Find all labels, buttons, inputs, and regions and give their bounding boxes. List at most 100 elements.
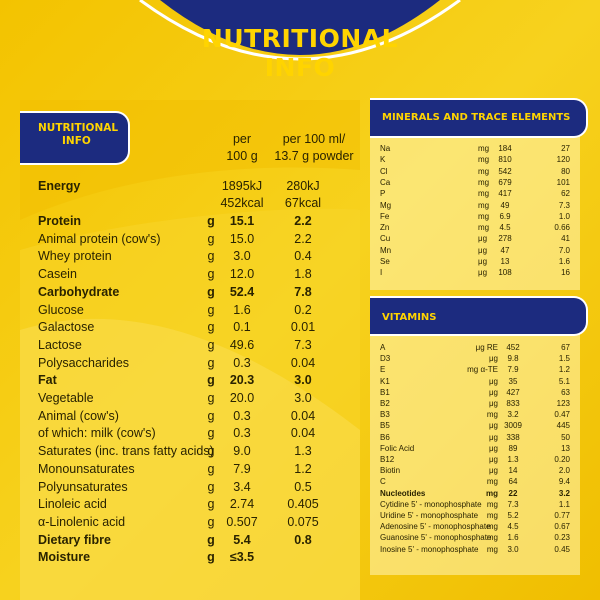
nutrient-value-100ml: 0.04 [290,355,316,370]
energy-100g: 1895kJ 452kcal [214,178,270,212]
mineral-value-100ml: 1.6 [558,257,570,266]
nutrient-value-100g: 0.3 [233,355,251,370]
nutrient-value-100g: 0.507 [226,514,258,529]
vitamin-value-100g: 4.5 [507,522,519,532]
energy-label: Energy [38,179,81,193]
vitamin-name: B2 [380,399,390,408]
mineral-value-100g: 542 [498,166,512,176]
mineral-name: Mg [380,200,392,210]
nutrient-unit: g [207,214,215,228]
mineral-value-100g: 49 [500,200,510,210]
vitamin-name: B12 [380,455,395,464]
nutrient-value-100g: 0.3 [233,426,251,441]
minerals-title: MINERALS AND TRACE ELEMENTS [382,112,571,123]
vitamin-name: Nucleotides [380,488,426,498]
nutrient-label: Polysaccharides [38,355,130,370]
nutrient-label: Animal (cow's) [38,408,119,423]
vitamin-name: B6 [380,432,390,442]
mineral-row: Zn mg 4.5 0.66 [380,223,575,233]
mineral-unit: mg [478,223,490,233]
vitamin-row: D3 μg 9.8 1.5 [380,354,575,364]
vitamin-value-100ml: 5.1 [558,376,570,386]
page-title: NUTRITIONAL INFO [180,24,420,82]
mineral-name: Cl [380,166,388,176]
nutrient-value-100ml: 1.2 [294,461,312,476]
nutrient-label: Galactose [38,320,95,335]
nutrient-unit: g [207,461,215,476]
nutrient-value-100g: ≤3.5 [229,550,255,565]
nutrient-row: Linoleic acid g 2.74 0.405 [0,496,330,513]
vitamin-value-100ml: 0.45 [554,544,570,554]
column-header-per-100ml-line2: 13.7 g powder [274,149,354,163]
mineral-row: Fe mg 6.9 1.0 [380,212,575,222]
nutrient-value-100g: 52.4 [229,284,255,299]
nutrient-value-100ml: 0.8 [294,532,312,547]
nutrient-value-100ml: 0.5 [294,479,312,494]
vitamin-value-100g: 1.6 [507,533,519,543]
vitamin-value-100g: 9.8 [507,354,519,364]
mineral-row: Ca mg 679 101 [380,178,575,188]
vitamin-name: A [380,343,386,352]
nutrient-unit: g [207,249,215,264]
vitamin-row: B2 μg 833 123 [380,399,575,409]
mineral-value-100g: 47 [500,245,510,255]
nutrient-label: Linoleic acid [38,497,107,512]
vitamin-value-100g: 89 [508,443,518,453]
vitamin-value-100ml: 0.20 [554,455,570,464]
vitamin-row: K1 μg 35 5.1 [380,377,575,387]
nutrient-row: Glucose g 1.6 0.2 [0,302,330,319]
vitamin-unit: μg [488,421,498,431]
mineral-row: Mg mg 49 7.3 [380,201,575,211]
mineral-value-100ml: 80 [561,166,570,176]
mineral-name: Na [380,144,391,153]
nutrient-label: Dietary fibre [38,532,111,547]
nutrient-value-100ml: 7.8 [294,284,312,299]
vitamin-unit: mg [486,410,498,420]
vitamin-value-100g: 452 [506,343,520,352]
nutritional-info-tab: NUTRITIONAL INFO [20,111,130,165]
mineral-name: Cu [380,234,391,244]
nutrient-row: α-Linolenic acid g 0.507 0.075 [0,514,330,531]
mineral-value-100ml: 101 [556,177,570,187]
nutrient-value-100ml: 1.8 [294,267,312,282]
vitamin-unit: mg [486,499,498,509]
nutrient-unit: g [207,284,215,299]
mineral-unit: mg [478,189,490,199]
mineral-row: Se μg 13 1.6 [380,257,575,267]
mineral-value-100g: 13 [500,257,510,266]
vitamin-value-100g: 427 [506,387,520,397]
vitamin-unit: μg [488,376,498,386]
nutrient-label: Fat [38,373,57,388]
vitamin-value-100g: 7.9 [507,365,519,375]
mineral-value-100g: 6.9 [499,211,511,221]
vitamin-unit: mg [486,522,498,532]
mineral-value-100ml: 7.3 [558,200,570,210]
nutritional-info-tab-line2: INFO [62,135,91,147]
nutrient-label: Carbohydrate [38,284,120,299]
vitamin-row: Folic Acid μg 89 13 [380,444,575,454]
vitamin-unit: μg [488,466,498,476]
mineral-value-100g: 108 [498,268,512,278]
nutrient-unit: g [207,514,215,529]
vitamin-name: B1 [380,387,390,397]
nutrient-row: Polyunsaturates g 3.4 0.5 [0,479,330,496]
mineral-value-100ml: 62 [561,189,570,199]
mineral-name: Mn [380,245,392,255]
mineral-value-100ml: 16 [561,268,570,278]
vitamin-row: Biotin μg 14 2.0 [380,466,575,476]
nutrient-value-100ml: 0.04 [290,426,316,441]
nutrient-table: Protein g 15.1 2.2 Animal protein (cow's) g 15… [0,213,360,583]
vitamin-value-100ml: 123 [556,399,570,408]
vitamin-unit: μg [488,455,498,464]
vitamin-value-100g: 7.3 [507,499,519,509]
vitamin-value-100ml: 2.0 [558,466,570,476]
vitamin-unit: μg RE [475,343,498,352]
mineral-value-100ml: 27 [561,144,570,153]
nutrient-unit: g [207,550,215,565]
nutrient-unit: g [207,426,215,441]
mineral-row: Cl mg 542 80 [380,167,575,177]
